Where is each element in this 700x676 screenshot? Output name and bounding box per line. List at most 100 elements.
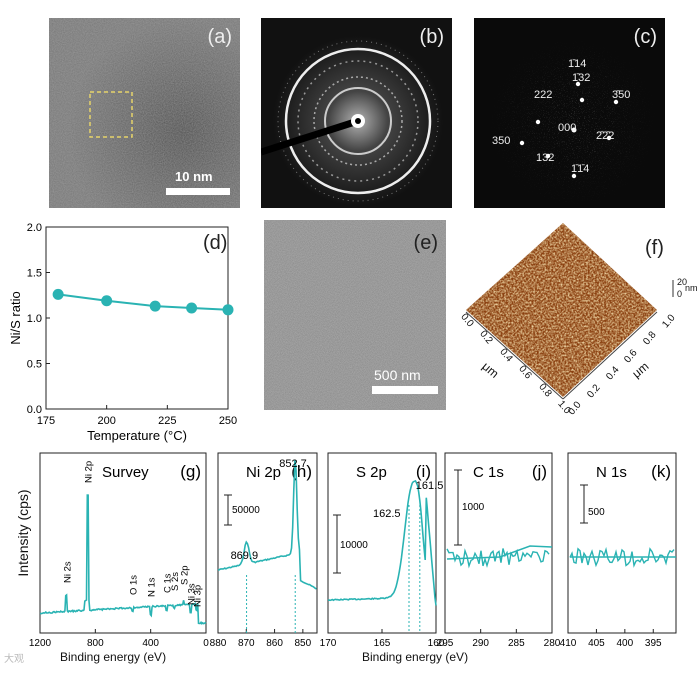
- panel-b-saed: (b): [261, 18, 452, 208]
- y-tick-label: 0.0: [27, 404, 42, 416]
- xps-x-tick-label: 290: [472, 638, 489, 649]
- data-point: [101, 295, 113, 307]
- xps-title-k: N 1s: [596, 464, 627, 481]
- peak-label: Ni 3p: [193, 585, 204, 607]
- selection-box: [89, 91, 133, 138]
- xps-ylabel: Intensity (cps): [15, 489, 31, 577]
- peak-label: S 2s: [170, 572, 181, 591]
- xps-x-tick-label: 160: [428, 638, 445, 649]
- data-point: [52, 288, 64, 300]
- scalebar-e: [372, 386, 438, 394]
- panel-b-label: (b): [419, 26, 444, 48]
- xps-x-tick-label: 280: [544, 638, 561, 649]
- spot-label: 132: [536, 152, 555, 164]
- xps-xlabel-center: Binding energy (eV): [362, 650, 469, 664]
- xps-x-tick-label: 165: [374, 638, 391, 649]
- data-point: [186, 302, 198, 314]
- xps-label-i: (i): [416, 462, 431, 481]
- xps-frame-j: [444, 452, 553, 634]
- panel-c-fft: (c) 1̄14 1̄32 222 3̄50 350 000 2̄2̄2 132…: [474, 18, 665, 208]
- xps-x-tick-label: 880: [210, 638, 227, 649]
- x-tick-label: 250: [219, 415, 237, 427]
- spot-label: 350: [492, 135, 511, 147]
- scalebar-a-label: 10 nm: [175, 169, 213, 184]
- spot-label: 1̄32: [572, 72, 591, 84]
- y-tick-label: 1.0: [27, 313, 42, 325]
- xps-title-j: C 1s: [473, 464, 504, 481]
- xps-x-tick-label: 0: [203, 638, 209, 649]
- xps-x-tick-label: 1200: [29, 638, 52, 649]
- xps-x-tick-label: 870: [238, 638, 255, 649]
- xps-title-i: S 2p: [356, 464, 387, 481]
- y-tick-label: 1.5: [27, 268, 42, 280]
- survey-spectrum: [39, 494, 207, 626]
- xps-x-tick-label: 410: [560, 638, 577, 649]
- xps-title-g: Survey: [102, 464, 149, 481]
- z-tick: 20: [677, 277, 688, 287]
- spot-label: 3̄50: [612, 89, 631, 101]
- plot-frame: [45, 226, 229, 410]
- ratio-line: [58, 293, 229, 311]
- z-tick: 0: [677, 289, 683, 299]
- saed-pattern: [261, 36, 443, 206]
- scale-value: 500: [588, 507, 605, 518]
- scalebar-a: [166, 188, 230, 195]
- spot-label: 222: [534, 89, 553, 101]
- xps-x-tick-label: 405: [588, 638, 605, 649]
- z-unit: nm: [685, 283, 698, 293]
- panel-d-label: (d): [203, 232, 228, 254]
- watermark: 大观: [4, 654, 24, 665]
- xps-x-tick-label: 400: [142, 638, 159, 649]
- panel-a-label: (a): [207, 26, 232, 48]
- spot-label: 1̄14: [568, 58, 587, 70]
- xps-label-j: (j): [532, 462, 547, 481]
- peak-label: Ni 2s: [63, 561, 74, 583]
- xps-x-tick-label: 285: [508, 638, 525, 649]
- hrtem-image: [49, 18, 240, 208]
- xps-x-tick-label: 800: [87, 638, 104, 649]
- xps-x-tick-label: 850: [295, 638, 312, 649]
- ni-s-ratio-chart: 0.0 0.5 1.0 1.5 2.0 175 200 225 250 Temperature (…: [8, 222, 237, 443]
- panel-f-afm: (f) 20 0 nm 0.0 0.0 0.2 0.2 0.4 0.4 0.6 0.6 0.8 0…: [452, 215, 700, 425]
- xps-label-g: (g): [180, 462, 201, 481]
- ni2p-spectrum: [217, 459, 317, 590]
- peak-label: Ni 2p: [84, 461, 95, 483]
- peak-label: N 1s: [147, 577, 158, 597]
- xps-frame-g: [39, 452, 207, 634]
- x-tick-label: 225: [158, 415, 176, 427]
- sem-image: [264, 220, 446, 410]
- xps-frame-k: [567, 452, 677, 634]
- c1s-fit: [446, 545, 553, 560]
- peak-value: 869.9: [231, 550, 259, 562]
- peak-label: C 1s: [163, 573, 174, 593]
- peak-label: S 2p: [180, 565, 191, 585]
- xps-xlabel-left: Binding energy (eV): [60, 650, 167, 664]
- panel-e-sem: (e) 500 nm: [264, 220, 446, 410]
- peak-label: O 1s: [129, 575, 140, 595]
- xps-x-tick-label: 860: [266, 638, 283, 649]
- xps-x-tick-label: 170: [320, 638, 337, 649]
- peak-label: Ni 3s: [187, 583, 198, 605]
- peak-value: 162.5: [373, 508, 401, 520]
- scale-value: 1000: [462, 502, 485, 513]
- y-tick-label: 0.5: [27, 359, 42, 371]
- x-tick-label: 175: [37, 415, 55, 427]
- xps-x-tick-label: 400: [616, 638, 633, 649]
- peak-value: 852.7: [279, 458, 307, 470]
- panel-a-hrtem: (a) 10 nm: [49, 18, 240, 208]
- fft-spot-labels: 1̄14 1̄32 222 3̄50 350 000 2̄2̄2 132 1̄1…: [474, 18, 665, 208]
- data-point: [222, 304, 234, 316]
- n1s-spectrum: [569, 546, 675, 568]
- panel-e-label: (e): [413, 232, 438, 254]
- fft-pattern: [474, 18, 665, 208]
- y-axis-label: Ni/S ratio: [8, 291, 23, 344]
- panel-c-label: (c): [633, 26, 657, 48]
- x-tick-label: 200: [97, 415, 115, 427]
- panel-d-chart: 0.0 0.5 1.0 1.5 2.0 175 200 225 250 Temperature (…: [0, 215, 255, 445]
- s2p-spectrum: [327, 479, 437, 606]
- afm-3d-surface: [465, 223, 674, 400]
- xps-label-k: (k): [651, 462, 671, 481]
- xps-x-tick-label: 295: [437, 638, 454, 649]
- beam-stop: [261, 117, 360, 156]
